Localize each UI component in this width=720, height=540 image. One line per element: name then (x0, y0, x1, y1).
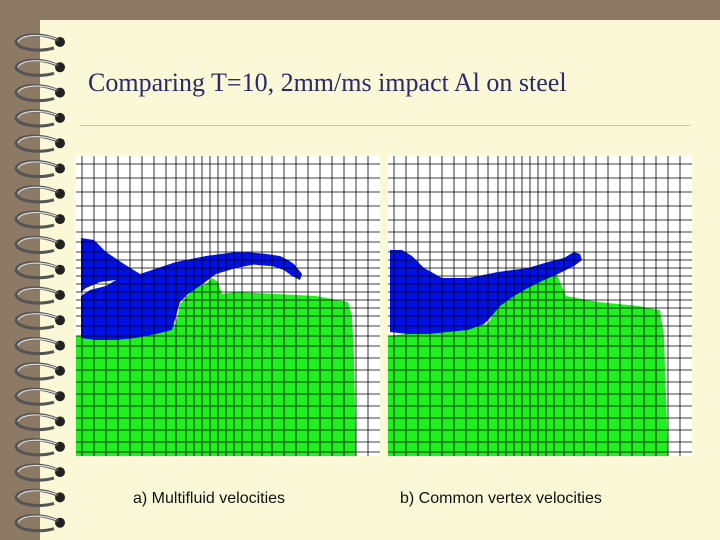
mesh-grid (388, 156, 692, 456)
title-divider (80, 125, 690, 126)
binding-ring (14, 261, 65, 280)
binding-ring (14, 109, 65, 128)
binding-ring (14, 463, 65, 482)
steel-target-region (388, 272, 668, 456)
mesh-grid (76, 156, 380, 456)
binding-ring (14, 438, 65, 457)
common-vertex-simulation-image (388, 156, 692, 456)
binding-ring (14, 160, 65, 178)
steel-target-region (76, 278, 356, 456)
binding-ring (14, 210, 65, 229)
multifluid-simulation-image (76, 156, 380, 456)
binding-ring (14, 413, 65, 431)
binding-ring (14, 185, 65, 204)
binding-ring (14, 235, 65, 254)
binding-ring (14, 286, 65, 305)
spiral-binding-icon (14, 33, 65, 533)
binding-ring (14, 134, 65, 153)
binding-ring (14, 33, 65, 52)
caption-multifluid: a) Multifluid velocities (133, 490, 286, 507)
binding-ring (14, 514, 65, 533)
binding-ring (14, 488, 65, 507)
binding-ring (14, 337, 65, 356)
binding-ring (14, 58, 65, 77)
binding-ring (14, 84, 65, 103)
slide-title: Comparing T=10, 2mm/ms impact Al on stee… (88, 68, 567, 97)
binding-ring (14, 311, 65, 330)
caption-common-vertex: b) Common vertex velocities (400, 490, 602, 507)
aluminum-jet-region (222, 252, 276, 266)
binding-ring (14, 387, 65, 406)
binding-ring (14, 362, 65, 381)
